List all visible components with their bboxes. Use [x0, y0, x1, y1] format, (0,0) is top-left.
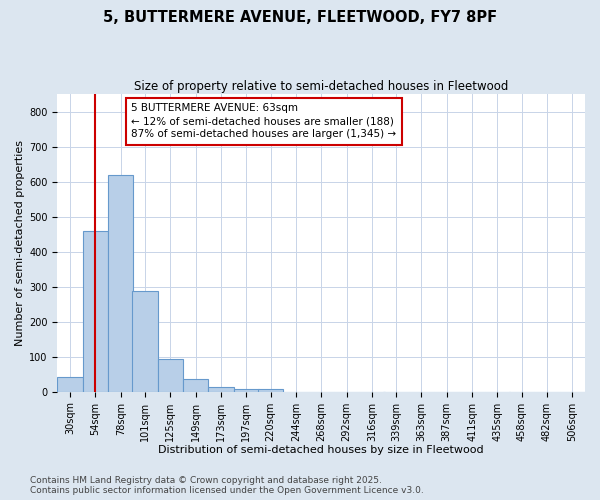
Bar — [133, 291, 158, 392]
Text: 5 BUTTERMERE AVENUE: 63sqm
← 12% of semi-detached houses are smaller (188)
87% o: 5 BUTTERMERE AVENUE: 63sqm ← 12% of semi… — [131, 103, 397, 140]
X-axis label: Distribution of semi-detached houses by size in Fleetwood: Distribution of semi-detached houses by … — [158, 445, 484, 455]
Text: 5, BUTTERMERE AVENUE, FLEETWOOD, FY7 8PF: 5, BUTTERMERE AVENUE, FLEETWOOD, FY7 8PF — [103, 10, 497, 25]
Bar — [183, 380, 208, 392]
Bar — [108, 174, 133, 392]
Bar — [83, 230, 108, 392]
Bar — [258, 390, 283, 392]
Y-axis label: Number of semi-detached properties: Number of semi-detached properties — [15, 140, 25, 346]
Text: Contains HM Land Registry data © Crown copyright and database right 2025.
Contai: Contains HM Land Registry data © Crown c… — [30, 476, 424, 495]
Bar — [208, 387, 233, 392]
Bar — [58, 376, 83, 392]
Bar — [233, 388, 259, 392]
Bar — [158, 359, 183, 392]
Title: Size of property relative to semi-detached houses in Fleetwood: Size of property relative to semi-detach… — [134, 80, 508, 93]
